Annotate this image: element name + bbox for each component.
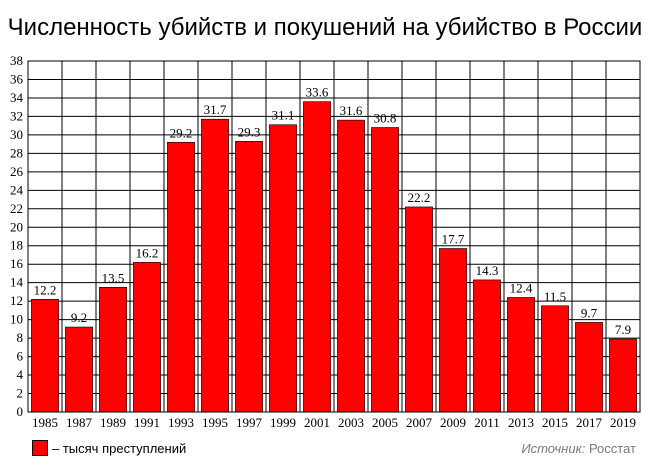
bar-1991 <box>133 262 161 413</box>
x-tick-label-1997: 1997 <box>236 415 263 430</box>
y-tick-label-38: 38 <box>10 53 23 68</box>
data-labels: 12.2 9.2 13.5 16.2 29.2 31.7 29.3 31.1 33.6 31.6 3… <box>34 85 632 337</box>
y-tick-label-12: 12 <box>10 293 23 308</box>
bar-1999 <box>269 124 297 413</box>
chart-title: Численность убийств и покушений на убийс… <box>7 14 643 41</box>
source-value: Росстат <box>588 441 636 456</box>
data-label-2003: 31.6 <box>340 103 363 118</box>
source-label: Источник: <box>521 441 586 456</box>
data-label-1993: 29.2 <box>170 125 193 140</box>
data-label-1997: 29.3 <box>238 124 261 139</box>
x-tick-label-1987: 1987 <box>66 415 93 430</box>
x-tick-label-2013: 2013 <box>508 415 534 430</box>
legend-label: – тысяч преступлений <box>52 440 187 456</box>
x-tick-label-1999: 1999 <box>270 415 296 430</box>
y-tick-label-8: 8 <box>17 330 24 345</box>
y-tick-label-4: 4 <box>17 367 24 382</box>
x-tick-label-1995: 1995 <box>202 415 228 430</box>
bar-1987 <box>65 326 93 413</box>
x-tick-label-2017: 2017 <box>576 415 603 430</box>
bar-1985 <box>31 299 59 413</box>
data-label-1999: 31.1 <box>272 108 295 123</box>
y-tick-label-30: 30 <box>10 127 23 142</box>
x-tick-label-1985: 1985 <box>32 415 58 430</box>
bar-2005 <box>371 127 399 413</box>
x-tick-label-2011: 2011 <box>474 415 500 430</box>
bar-1989 <box>99 287 127 413</box>
data-label-1987: 9.2 <box>71 310 87 325</box>
data-label-2009: 17.7 <box>442 232 465 247</box>
x-tick-label-2001: 2001 <box>304 415 330 430</box>
y-tick-label-18: 18 <box>10 238 23 253</box>
legend: – тысяч преступлений <box>32 440 186 456</box>
data-label-2013: 12.4 <box>510 280 533 295</box>
data-label-2007: 22.2 <box>408 190 431 205</box>
data-label-1995: 31.7 <box>204 102 227 117</box>
y-tick-label-26: 26 <box>10 164 24 179</box>
x-tick-label-2015: 2015 <box>542 415 568 430</box>
x-tick-label-1993: 1993 <box>168 415 194 430</box>
data-label-1985: 12.2 <box>34 282 57 297</box>
data-label-1989: 13.5 <box>102 270 125 285</box>
x-tick-label-1991: 1991 <box>134 415 160 430</box>
source-note: Источник: Росстат <box>521 441 636 456</box>
x-tick-label-2019: 2019 <box>610 415 636 430</box>
data-label-2011: 14.3 <box>476 263 499 278</box>
x-tick-label-2007: 2007 <box>406 415 433 430</box>
bar-2013 <box>507 297 535 413</box>
bar-1995 <box>201 118 229 413</box>
x-tick-label-1989: 1989 <box>100 415 126 430</box>
data-label-2001: 33.6 <box>306 85 329 100</box>
y-tick-label-28: 28 <box>10 145 23 160</box>
bar-2019 <box>609 338 637 413</box>
legend-swatch <box>32 440 48 456</box>
bars <box>31 101 637 413</box>
bar-2003 <box>337 119 365 413</box>
bar-2001 <box>303 101 331 413</box>
y-tick-label-20: 20 <box>10 219 23 234</box>
y-tick-label-32: 32 <box>10 108 23 123</box>
y-tick-label-16: 16 <box>10 256 24 271</box>
data-label-2015: 11.5 <box>544 289 566 304</box>
y-tick-label-24: 24 <box>10 182 24 197</box>
bar-2017 <box>575 322 603 413</box>
y-tick-label-0: 0 <box>17 404 24 419</box>
x-tick-label-2005: 2005 <box>372 415 398 430</box>
plot-frame <box>27 60 641 413</box>
y-tick-label-36: 36 <box>10 71 24 86</box>
bar-1993 <box>167 141 195 413</box>
y-tick-label-6: 6 <box>17 349 24 364</box>
y-tick-label-2: 2 <box>17 386 24 401</box>
y-tick-label-10: 10 <box>10 312 23 327</box>
data-label-2005: 30.8 <box>374 111 397 126</box>
data-label-2019: 7.9 <box>615 322 631 337</box>
x-axis-ticks: 1985 1987 1989 1991 1993 1995 1997 1999 2001 2003… <box>32 415 636 430</box>
bar-2007 <box>405 206 433 413</box>
y-tick-label-22: 22 <box>10 201 23 216</box>
data-label-2017: 9.7 <box>581 305 598 320</box>
bar-2009 <box>439 248 467 413</box>
bar-2011 <box>473 279 501 413</box>
data-label-1991: 16.2 <box>136 245 159 260</box>
bar-1997 <box>235 141 263 413</box>
y-tick-label-14: 14 <box>10 275 24 290</box>
bar-2015 <box>541 305 569 413</box>
x-tick-label-2003: 2003 <box>338 415 364 430</box>
y-tick-label-34: 34 <box>10 90 24 105</box>
x-tick-label-2009: 2009 <box>440 415 466 430</box>
